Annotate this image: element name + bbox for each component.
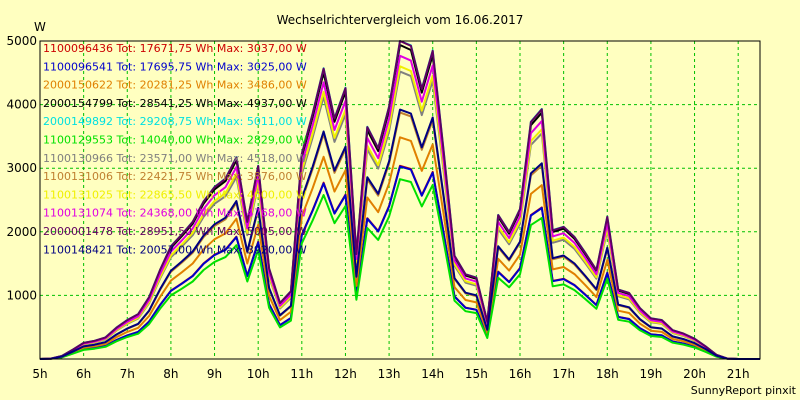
legend-entry: 2000154799 Tot: 28541,25 Wh Max: 4937,00…	[43, 97, 307, 110]
series-line	[39, 108, 760, 360]
series-line	[39, 136, 760, 360]
x-tick-label: 8h	[163, 367, 178, 381]
x-tick-labels: 5h 6h 7h 8h 9h 10h 11h 12h 13h 14h 15h 16h 17h 18h 19h…	[32, 367, 749, 381]
x-tick-label: 15h	[465, 367, 488, 381]
legend-entry: 2000150622 Tot: 20281,25 Wh Max: 3486,00…	[43, 79, 307, 92]
y-tick-label: 4000	[6, 98, 37, 112]
plot-frame	[39, 40, 761, 360]
x-tick-label: 12h	[334, 367, 357, 381]
x-tick-label: 10h	[247, 367, 270, 381]
x-tick-label: 17h	[552, 367, 575, 381]
legend-entry: 1100131006 Tot: 22421,75 Wh Max: 3876,00…	[43, 170, 307, 183]
x-tick-label: 13h	[378, 367, 401, 381]
legend-entry: 1100096436 Tot: 17671,75 Wh Max: 3037,00…	[43, 42, 307, 55]
x-tick-label: 21h	[727, 367, 750, 381]
x-tick-label: 11h	[290, 367, 313, 381]
y-tick-label: 1000	[6, 288, 37, 302]
x-tick-label: 6h	[76, 367, 91, 381]
x-tick-label: 9h	[207, 367, 222, 381]
legend-entry: 1100096541 Tot: 17695,75 Wh Max: 3025,00…	[43, 60, 307, 73]
legend-entry: 1100130966 Tot: 23571,00 Wh Max: 4518,00…	[43, 152, 307, 165]
x-tick-label: 19h	[639, 367, 662, 381]
series-line	[39, 54, 760, 360]
y-tick-label: 2000	[6, 225, 37, 239]
y-tick-labels: 1000 2000 3000 4000 5000	[6, 34, 37, 302]
x-tick-label: 20h	[683, 367, 706, 381]
footer-credit: SunnyReport pinxit	[691, 384, 797, 397]
legend-entry: 2000001478 Tot: 28951,50 Wh Max: 5005,00…	[43, 225, 307, 238]
x-tick-label: 7h	[120, 367, 135, 381]
series-line	[39, 65, 760, 360]
y-tick-label: 5000	[6, 34, 37, 48]
chart-title: Wechselrichtervergleich vom 16.06.2017	[277, 13, 524, 27]
legend-entry: 1100131074 Tot: 24368,00 Wh Max: 4768,00…	[43, 207, 307, 220]
legend-entry: 1100131025 Tot: 22865,50 Wh Max: 4600,00…	[43, 188, 307, 201]
legend-entry: 1100148421 Tot: 20057,00 Wh Max: 3920,00…	[43, 243, 307, 256]
y-tick-label: 3000	[6, 161, 37, 175]
x-tick-label: 18h	[596, 367, 619, 381]
series-line	[39, 165, 760, 360]
legend-entry: 2000149892 Tot: 29208,75 Wh Max: 5011,00…	[43, 115, 307, 128]
x-tick-label: 16h	[509, 367, 532, 381]
x-tick-label: 14h	[421, 367, 444, 381]
y-axis-unit: W	[34, 20, 46, 34]
legend: 1100096436 Tot: 17671,75 Wh Max: 3037,00…	[43, 42, 307, 256]
legend-entry: 1100129553 Tot: 14040,00 Wh Max: 2829,00…	[43, 134, 307, 147]
x-tick-label: 5h	[32, 367, 47, 381]
series-line	[39, 178, 760, 360]
